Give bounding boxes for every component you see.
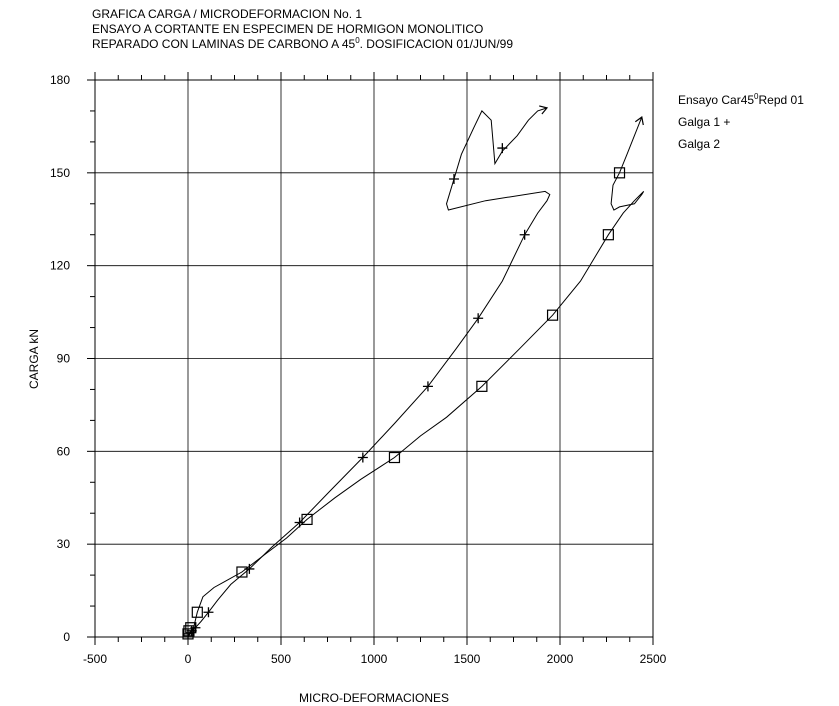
data-point-galga-1 xyxy=(519,229,530,240)
x-tick-label: 2500 xyxy=(640,652,667,666)
y-axis-label: CARGA kN xyxy=(27,329,41,389)
title-line-3-start: REPARADO CON LAMINAS DE CARBONO A 45 xyxy=(92,37,356,51)
title-line-2: ENSAYO A CORTANTE EN ESPECIMEN DE HORMIG… xyxy=(92,22,483,36)
axes: -500 0 500 1000 1500 2000 2500 0 30 60 90 120 150 180 xyxy=(50,72,667,666)
title-line-3-end: . DOSIFICACION 01/JUN/99 xyxy=(360,37,514,51)
y-tick-label: 90 xyxy=(57,352,71,366)
legend-entry-galga-2: Galga 2 xyxy=(678,137,720,151)
data-point-galga-1 xyxy=(203,607,214,618)
legend-title-end: Repd 01 xyxy=(759,93,805,107)
series-arrow-galga-1 xyxy=(539,105,549,115)
legend-title-sup: 0 xyxy=(754,92,759,101)
data-point-galga-1 xyxy=(473,313,484,324)
chart-title: GRAFICA CARGA / MICRODEFORMACION No. 1 E… xyxy=(92,7,513,51)
y-tick-label: 60 xyxy=(57,444,71,458)
legend-title-main: Ensayo Car45 xyxy=(678,93,754,107)
y-tick-label: 150 xyxy=(50,166,70,180)
x-tick-label: 1000 xyxy=(361,652,388,666)
series-arrow-galga-2 xyxy=(634,116,644,126)
series-line-galga-2 xyxy=(187,116,645,638)
legend-entry-galga-1: Galga 1 + xyxy=(678,115,730,129)
y-tick-label: 0 xyxy=(63,630,70,644)
data-point-galga-2 xyxy=(236,566,248,578)
title-line-1: GRAFICA CARGA / MICRODEFORMACION No. 1 xyxy=(92,7,362,21)
data-point-galga-2 xyxy=(613,167,626,179)
data-point-galga-1 xyxy=(448,174,459,185)
data-point-galga-2 xyxy=(191,606,203,618)
data-point-galga-2 xyxy=(183,625,195,637)
x-tick-label: -500 xyxy=(83,652,107,666)
legend: Ensayo Car450Repd 01 Galga 1 + Galga 2 xyxy=(678,92,804,151)
data-point-galga-2 xyxy=(602,229,614,241)
data-point-galga-2 xyxy=(301,513,313,526)
y-tick-label: 30 xyxy=(57,537,71,551)
data-point-galga-2 xyxy=(185,622,197,634)
data-point-galga-2 xyxy=(182,628,194,640)
grid xyxy=(95,80,653,637)
x-axis-label: MICRO-DEFORMACIONES xyxy=(299,691,449,705)
series-layer xyxy=(182,105,645,640)
x-tick-label: 500 xyxy=(271,652,291,666)
x-tick-label: 0 xyxy=(185,652,192,666)
data-point-galga-1 xyxy=(497,143,508,154)
y-tick-label: 120 xyxy=(50,259,70,273)
data-point-galga-2 xyxy=(476,380,488,392)
x-tick-label: 1500 xyxy=(454,652,481,666)
data-point-galga-2 xyxy=(546,309,559,321)
data-point-galga-1 xyxy=(422,381,433,392)
legend-title: Ensayo Car450Repd 01 xyxy=(678,92,804,107)
y-tick-label: 180 xyxy=(50,73,70,87)
data-point-galga-2 xyxy=(388,451,401,464)
x-tick-label: 2000 xyxy=(547,652,574,666)
data-point-galga-1 xyxy=(357,452,368,463)
title-line-3: REPARADO CON LAMINAS DE CARBONO A 450. D… xyxy=(92,36,513,51)
title-superscript: 0 xyxy=(355,36,360,45)
